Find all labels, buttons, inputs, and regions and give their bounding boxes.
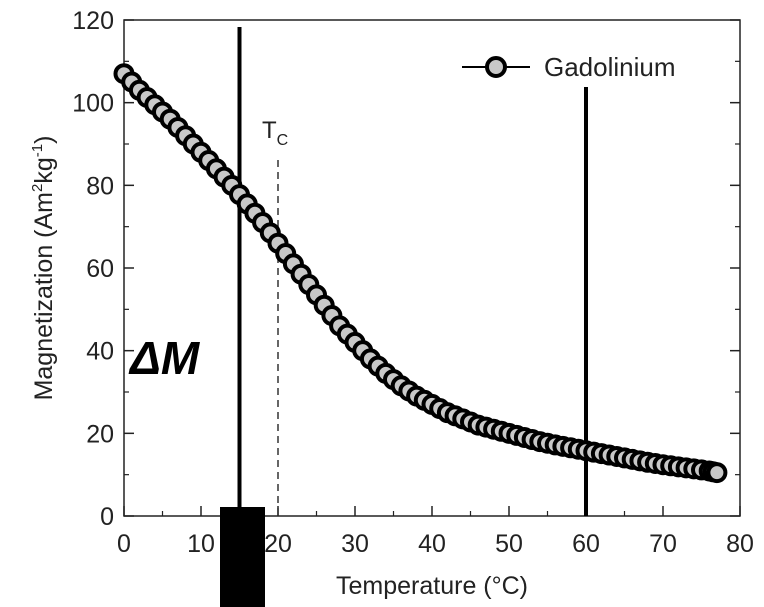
x-tick-label: 60 [572, 530, 600, 558]
y-tick-label: 100 [72, 90, 114, 118]
y-tick-label: 40 [86, 338, 114, 366]
x-tick-label: 80 [726, 530, 754, 558]
y-tick-label: 20 [86, 420, 114, 448]
tc-label-sub: C [277, 132, 289, 149]
gadolinium-series [113, 63, 728, 484]
y-tick-label: 60 [86, 255, 114, 283]
x-axis-ticks: 0 10 20 30 40 50 60 70 80 [117, 506, 754, 558]
tc-label: TC [262, 117, 288, 149]
legend-label: Gadolinium [544, 52, 676, 82]
plot-frame [123, 19, 741, 517]
x-tick-label: 50 [495, 530, 523, 558]
x-tick-label: 40 [418, 530, 446, 558]
y-axis-label-sup1: 2 [29, 184, 46, 192]
y-axis-label-main: Magnetization (Am [30, 192, 58, 400]
y-tick-label: 80 [86, 172, 114, 200]
y-axis-ticks: 0 20 40 60 80 100 120 [72, 7, 740, 531]
y-tick-label: 120 [72, 7, 114, 35]
data-point [706, 462, 728, 484]
delta-m-label: ΔM [128, 332, 201, 384]
legend-marker [485, 56, 507, 78]
y-axis-label: Magnetization (Am2kg-1) [29, 136, 58, 401]
tc-label-main: T [262, 117, 277, 144]
black-marker-block [220, 507, 265, 607]
x-tick-label: 20 [264, 530, 292, 558]
x-tick-label: 0 [117, 530, 131, 558]
y-axis-label-sup2: -1 [29, 144, 46, 157]
legend: Gadolinium [462, 52, 676, 82]
x-tick-label: 10 [187, 530, 215, 558]
x-axis-label: Temperature (°C) [336, 572, 528, 600]
x-tick-label: 70 [649, 530, 677, 558]
y-tick-label: 0 [100, 503, 114, 531]
x-tick-label: 30 [341, 530, 369, 558]
y-axis-label-mid: kg [30, 157, 58, 183]
y-axis-label-end: ) [30, 136, 58, 144]
